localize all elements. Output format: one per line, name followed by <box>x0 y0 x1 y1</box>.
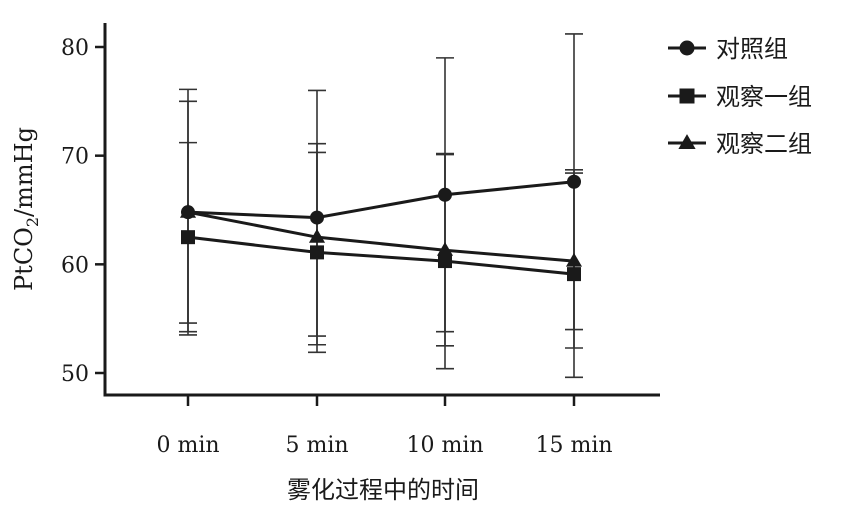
y-tick-label: 70 <box>61 145 89 170</box>
series-line <box>187 235 575 276</box>
y-tick-label: 80 <box>61 36 89 61</box>
data-point-triangle <box>565 252 583 267</box>
x-tick-label: 0 min <box>156 433 219 458</box>
x-tick-label: 10 min <box>406 433 483 458</box>
data-point-triangle <box>179 203 197 218</box>
y-axis-label-subscript: 2 <box>23 217 42 227</box>
legend-label: 观察二组 <box>716 130 812 158</box>
data-point-circle <box>567 174 581 189</box>
data-point-square <box>567 267 581 282</box>
data-point-triangle <box>308 228 326 243</box>
y-tick-label: 60 <box>61 253 89 278</box>
series-lines <box>187 180 575 276</box>
x-tick-label: 5 min <box>285 433 348 458</box>
axes <box>103 23 660 397</box>
y-axis-label-unit: /mmHg <box>10 127 38 217</box>
data-point-circle <box>310 210 324 225</box>
data-point-square <box>310 245 324 260</box>
y-axis-label: PtCO2/mmHg <box>10 127 42 291</box>
x-tick-label: 15 min <box>535 433 612 458</box>
data-point-triangle <box>678 134 696 149</box>
series-line <box>187 210 575 263</box>
data-point-triangle <box>436 241 454 256</box>
series-markers <box>179 174 583 282</box>
y-tick-label: 50 <box>61 362 89 387</box>
x-ticks: 0 min 5 min 10 min 15 min <box>156 395 613 458</box>
data-point-square <box>679 88 695 104</box>
data-point-circle <box>679 40 695 56</box>
legend-label: 观察一组 <box>716 83 812 111</box>
data-point-square <box>438 254 452 269</box>
legend-label: 对照组 <box>716 35 788 63</box>
data-point-square <box>181 230 195 245</box>
y-axis-label-main: PtCO <box>10 227 38 291</box>
series-line <box>187 180 575 220</box>
data-point-circle <box>438 187 452 202</box>
x-axis-label: 雾化过程中的时间 <box>287 476 479 504</box>
y-ticks: 50 60 70 80 <box>61 36 105 387</box>
